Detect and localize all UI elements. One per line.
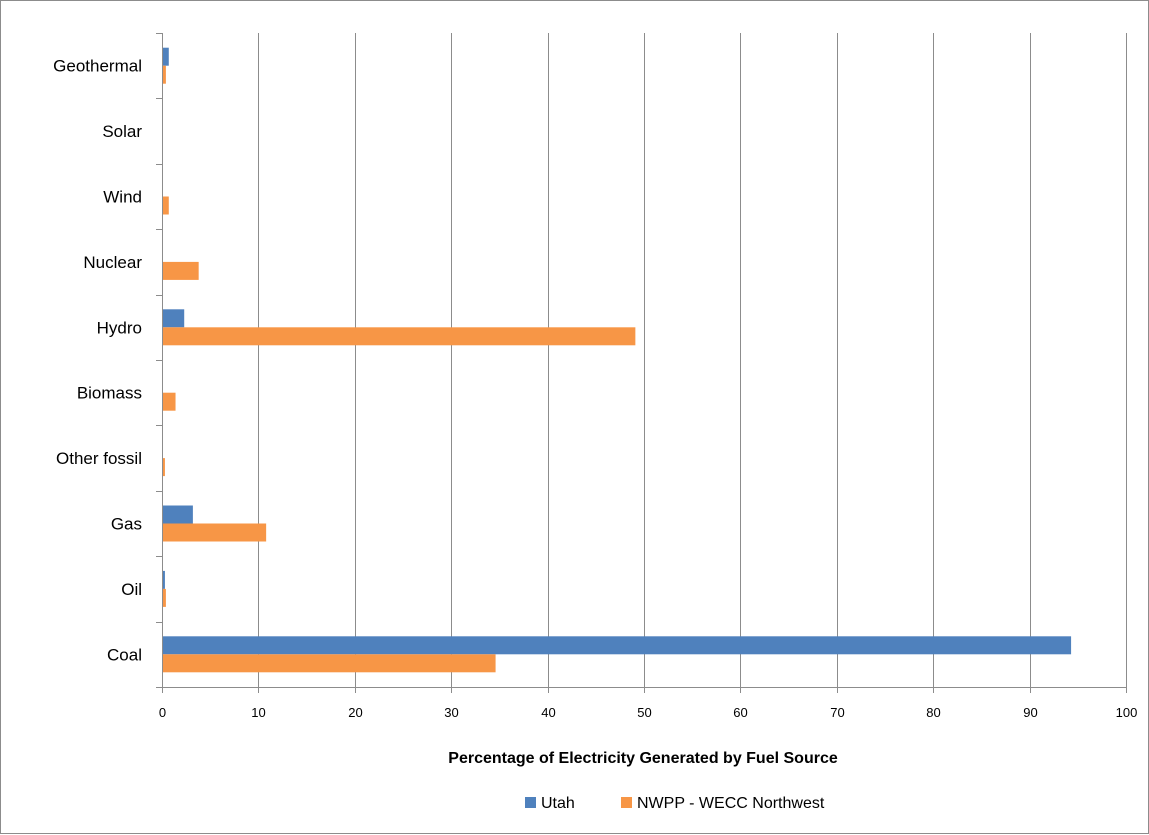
bar-utah (163, 636, 1072, 655)
legend: Utah NWPP - WECC Northwest (525, 795, 825, 812)
bar-utah (163, 505, 193, 524)
bar-utah (163, 309, 185, 328)
category-label: Gas (111, 515, 142, 534)
category-label: Other fossil (56, 449, 142, 468)
bar-nwpp (163, 196, 169, 215)
x-tick-label: 20 (348, 705, 362, 720)
bar-nwpp (163, 392, 176, 411)
gridlines (258, 33, 1127, 687)
category-label: Wind (103, 188, 142, 207)
x-axis-title: Percentage of Electricity Generated by F… (448, 750, 838, 767)
category-label: Geothermal (53, 57, 142, 76)
category-label: Nuclear (83, 253, 142, 272)
x-tick-label: 50 (637, 705, 651, 720)
x-tick-label: 80 (926, 705, 940, 720)
category-label: Solar (102, 122, 142, 141)
bar-nwpp (163, 327, 636, 346)
bar-nwpp (163, 65, 166, 84)
category-label: Oil (121, 580, 142, 599)
legend-swatch (621, 797, 632, 808)
bar-nwpp (163, 261, 199, 280)
bar-utah (163, 570, 165, 589)
x-tick-labels: 0 10 20 30 40 50 60 70 80 90 100 (159, 687, 1137, 720)
bar-nwpp (163, 588, 166, 607)
bar-nwpp (163, 523, 267, 542)
x-tick-label: 0 (159, 705, 166, 720)
category-label: Hydro (97, 318, 142, 337)
x-tick-label: 100 (1116, 705, 1138, 720)
category-label: Coal (107, 645, 142, 664)
legend-label: Utah (541, 795, 575, 812)
x-tick-label: 30 (444, 705, 458, 720)
bars (163, 47, 1072, 673)
category-label: Biomass (77, 384, 142, 403)
x-tick-label: 60 (733, 705, 747, 720)
legend-swatch (525, 797, 536, 808)
x-tick-label: 70 (830, 705, 844, 720)
x-tick-label: 10 (251, 705, 265, 720)
bar-utah (163, 47, 169, 66)
x-tick-label: 90 (1023, 705, 1037, 720)
legend-label: NWPP - WECC Northwest (637, 795, 825, 812)
x-tick-label: 40 (541, 705, 555, 720)
bar-nwpp (163, 458, 165, 477)
axes (156, 33, 1126, 688)
category-labels: Coal Oil Gas Other fossil Biomass Hydro Nuclea… (53, 57, 142, 665)
bar-nwpp (163, 654, 496, 673)
